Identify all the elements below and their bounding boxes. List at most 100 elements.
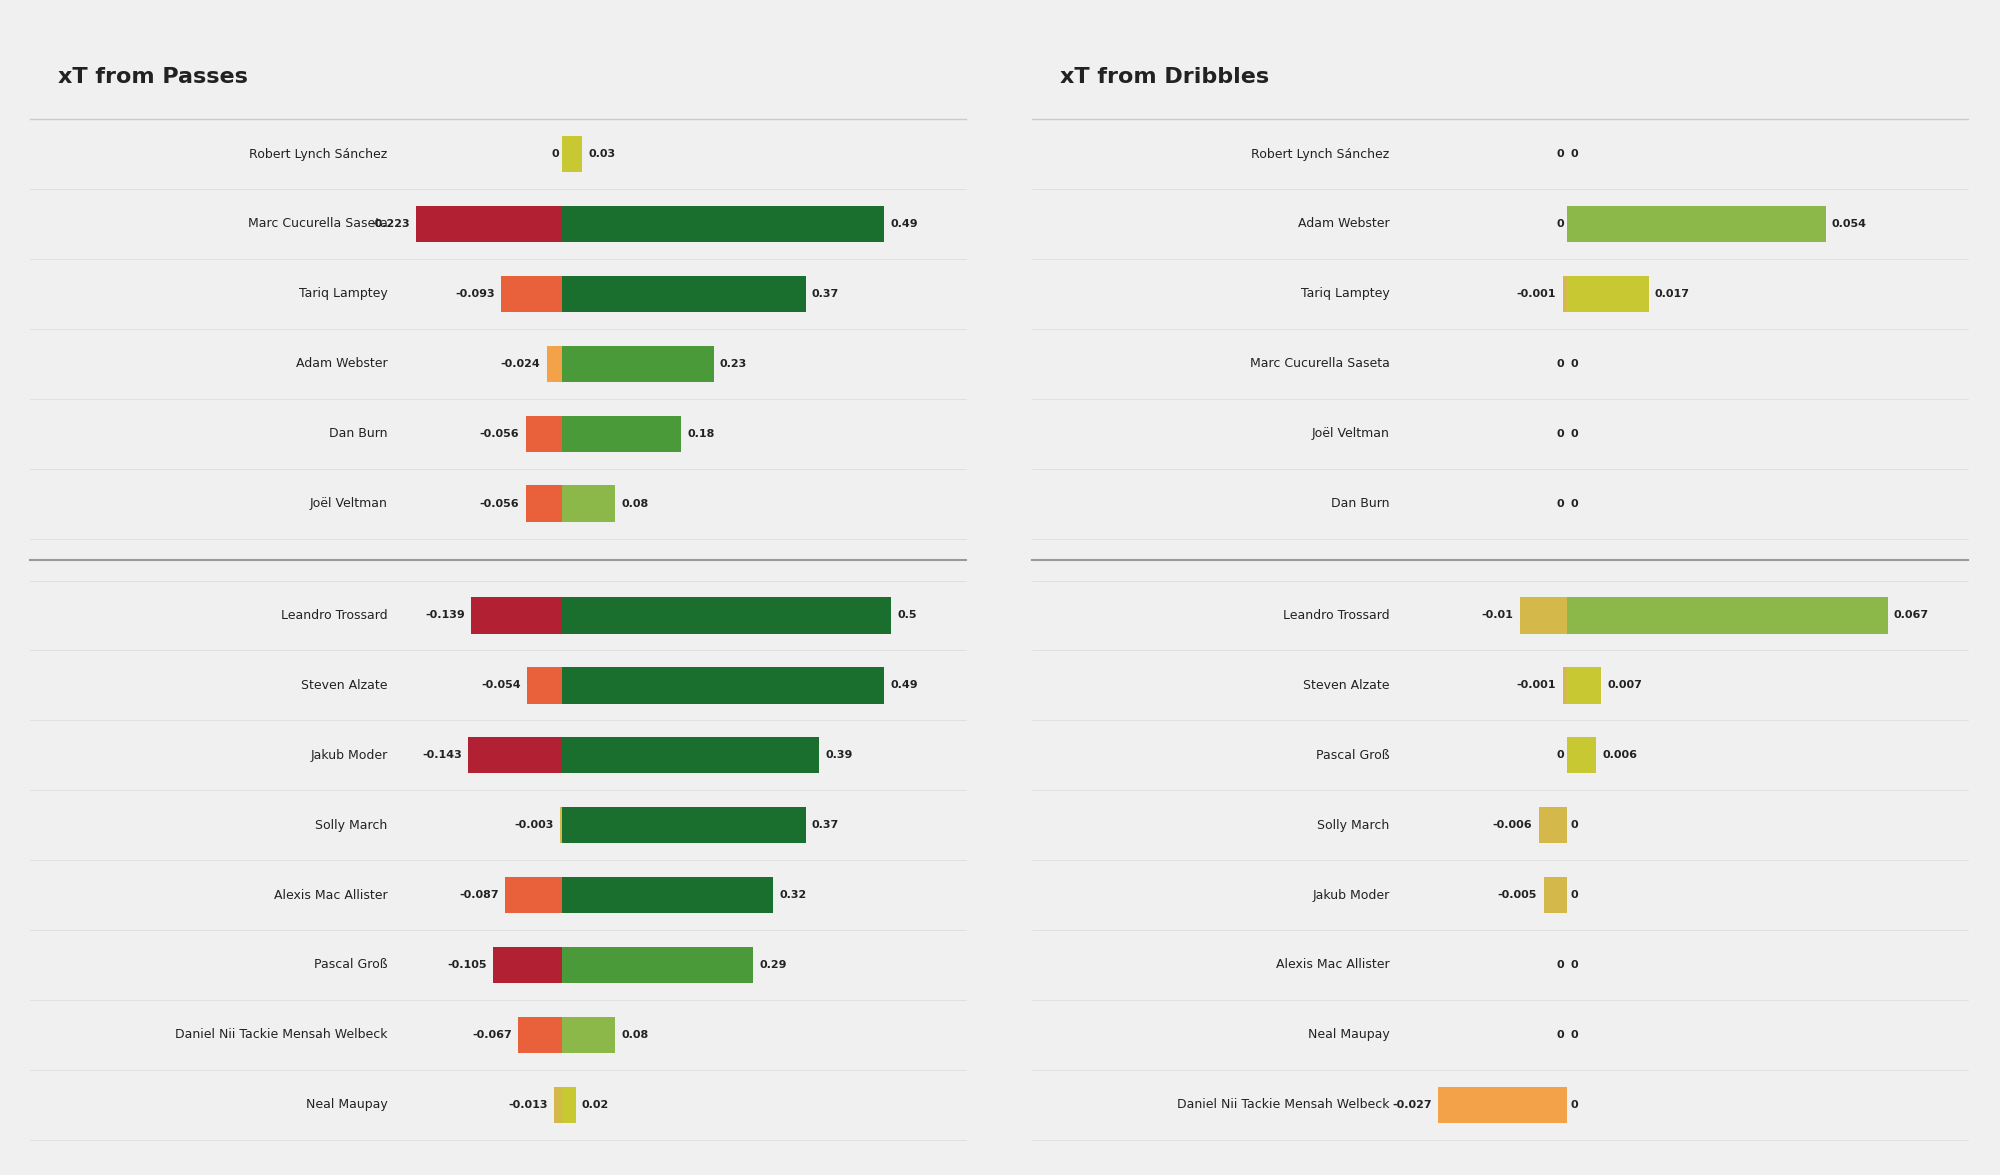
Bar [526, 667, 562, 704]
Text: 0.03: 0.03 [588, 149, 616, 159]
Text: 0.18: 0.18 [688, 429, 714, 438]
Text: Dan Burn: Dan Burn [1332, 497, 1390, 510]
Bar [562, 807, 806, 844]
Text: 0: 0 [1570, 1100, 1578, 1110]
Text: Steven Alzate: Steven Alzate [1304, 679, 1390, 692]
Bar [526, 485, 562, 522]
Bar [502, 276, 562, 313]
Text: 0.054: 0.054 [1832, 219, 1866, 229]
Text: 0.02: 0.02 [582, 1100, 610, 1110]
Text: Robert Lynch Sánchez: Robert Lynch Sánchez [250, 148, 388, 161]
Bar [468, 737, 562, 773]
Text: -0.001: -0.001 [1516, 680, 1556, 691]
Text: 0: 0 [1556, 219, 1564, 229]
Text: -0.093: -0.093 [456, 289, 494, 298]
Text: -0.054: -0.054 [480, 680, 520, 691]
Text: 0.29: 0.29 [760, 960, 786, 971]
Bar [1544, 877, 1568, 913]
Text: Leandro Trossard: Leandro Trossard [280, 609, 388, 622]
Text: -0.003: -0.003 [514, 820, 554, 831]
Text: 0: 0 [1556, 429, 1564, 438]
Text: 0: 0 [1570, 358, 1578, 369]
Text: Tariq Lamptey: Tariq Lamptey [298, 288, 388, 301]
Bar [562, 276, 806, 313]
Text: Joël Veltman: Joël Veltman [310, 497, 388, 510]
Text: 0.5: 0.5 [898, 611, 916, 620]
Bar [562, 667, 884, 704]
Text: 0: 0 [1570, 498, 1578, 509]
Text: Marc Cucurella Saseta: Marc Cucurella Saseta [248, 217, 388, 230]
Text: -0.056: -0.056 [480, 429, 520, 438]
Bar [1568, 597, 1888, 633]
Text: Adam Webster: Adam Webster [1298, 217, 1390, 230]
Text: -0.001: -0.001 [1516, 289, 1556, 298]
Bar [1520, 597, 1568, 633]
Bar [1562, 276, 1568, 313]
Text: Solly March: Solly March [1318, 819, 1390, 832]
Bar [1568, 737, 1596, 773]
Text: -0.013: -0.013 [508, 1100, 548, 1110]
Text: 0: 0 [1570, 960, 1578, 971]
Text: Pascal Groß: Pascal Groß [1316, 748, 1390, 761]
Text: -0.067: -0.067 [472, 1030, 512, 1040]
Bar [546, 345, 562, 382]
Bar [1538, 807, 1568, 844]
Text: Daniel Nii Tackie Mensah Welbeck: Daniel Nii Tackie Mensah Welbeck [176, 1028, 388, 1041]
Text: xT from Dribbles: xT from Dribbles [1060, 67, 1270, 87]
Text: -0.024: -0.024 [500, 358, 540, 369]
Text: 0: 0 [1570, 429, 1578, 438]
Text: -0.005: -0.005 [1498, 891, 1538, 900]
Text: -0.006: -0.006 [1492, 820, 1532, 831]
Text: 0: 0 [1556, 960, 1564, 971]
Bar [562, 1087, 576, 1123]
Text: Jakub Moder: Jakub Moder [1312, 888, 1390, 901]
Text: 0.007: 0.007 [1608, 680, 1642, 691]
Text: 0.006: 0.006 [1602, 751, 1638, 760]
Text: 0: 0 [1570, 1030, 1578, 1040]
Text: 0: 0 [1556, 149, 1564, 159]
Bar [472, 597, 562, 633]
Text: Joël Veltman: Joël Veltman [1312, 428, 1390, 441]
Text: -0.143: -0.143 [422, 751, 462, 760]
Text: Daniel Nii Tackie Mensah Welbeck: Daniel Nii Tackie Mensah Welbeck [1178, 1099, 1390, 1112]
Text: -0.105: -0.105 [448, 960, 488, 971]
Text: 0.067: 0.067 [1894, 611, 1930, 620]
Text: -0.027: -0.027 [1392, 1100, 1432, 1110]
Text: Adam Webster: Adam Webster [296, 357, 388, 370]
Bar [506, 877, 562, 913]
Text: Jakub Moder: Jakub Moder [310, 748, 388, 761]
Bar [1568, 206, 1826, 242]
Text: Robert Lynch Sánchez: Robert Lynch Sánchez [1252, 148, 1390, 161]
Text: -0.223: -0.223 [370, 219, 410, 229]
Bar [562, 206, 884, 242]
Text: Alexis Mac Allister: Alexis Mac Allister [1276, 959, 1390, 972]
Text: 0: 0 [1570, 149, 1578, 159]
Text: -0.139: -0.139 [424, 611, 464, 620]
Text: 0: 0 [1556, 358, 1564, 369]
Text: 0.37: 0.37 [812, 820, 840, 831]
Bar [562, 1016, 616, 1053]
Bar [1568, 667, 1600, 704]
Text: 0.23: 0.23 [720, 358, 748, 369]
Bar [562, 737, 818, 773]
Text: xT from Passes: xT from Passes [58, 67, 248, 87]
Bar [526, 416, 562, 452]
Text: 0.37: 0.37 [812, 289, 840, 298]
Text: 0.39: 0.39 [826, 751, 852, 760]
Bar [562, 136, 582, 173]
Bar [562, 597, 892, 633]
Bar [494, 947, 562, 983]
Bar [416, 206, 562, 242]
Text: 0.49: 0.49 [890, 219, 918, 229]
Text: 0: 0 [1556, 498, 1564, 509]
Text: 0.08: 0.08 [622, 1030, 648, 1040]
Text: 0.017: 0.017 [1654, 289, 1690, 298]
Bar [562, 345, 714, 382]
Text: Steven Alzate: Steven Alzate [302, 679, 388, 692]
Text: -0.087: -0.087 [460, 891, 498, 900]
Bar [562, 416, 680, 452]
Text: Alexis Mac Allister: Alexis Mac Allister [274, 888, 388, 901]
Bar [562, 877, 772, 913]
Text: 0: 0 [552, 149, 560, 159]
Text: Leandro Trossard: Leandro Trossard [1282, 609, 1390, 622]
